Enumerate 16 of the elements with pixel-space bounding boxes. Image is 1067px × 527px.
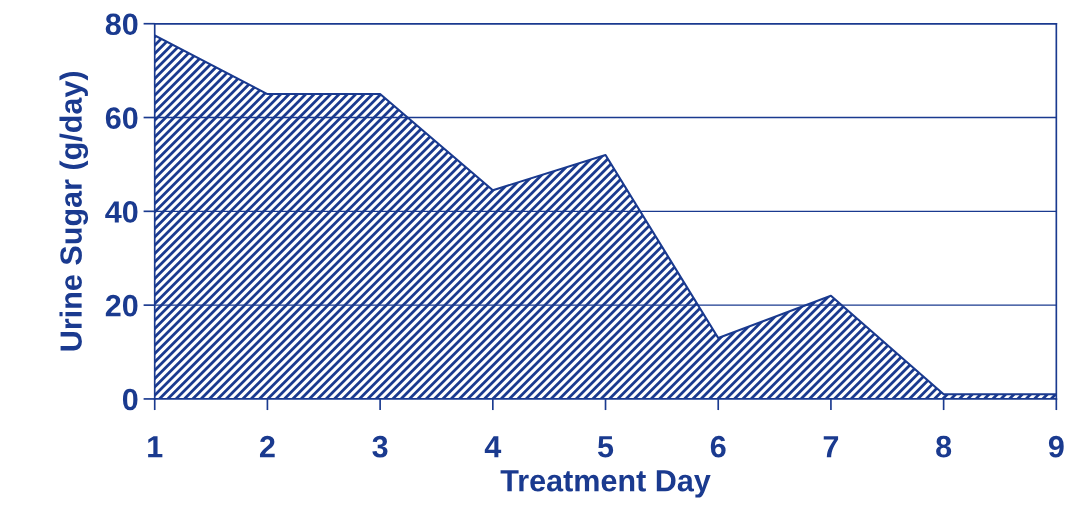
x-axis-title: Treatment Day [500,470,711,498]
x-tick-label: 5 [597,436,614,458]
x-tick-label: 1 [148,436,163,458]
y-axis-title: Urine Sugar (g/day) [59,71,89,351]
x-tick-label: 6 [710,435,726,458]
y-tick-label: 40 [105,201,138,223]
x-tick-label: 7 [823,436,839,458]
x-tick-label: 3 [372,435,388,458]
y-tick-label: 60 [105,107,138,129]
y-tick-label: 0 [122,388,138,411]
x-tick-label: 9 [1048,435,1064,458]
x-tick-label: 2 [259,435,275,458]
x-tick-label: 4 [484,436,502,458]
y-tick-label: 20 [105,294,138,317]
y-tick-label: 80 [105,13,138,36]
x-tick-label: 8 [936,435,952,458]
